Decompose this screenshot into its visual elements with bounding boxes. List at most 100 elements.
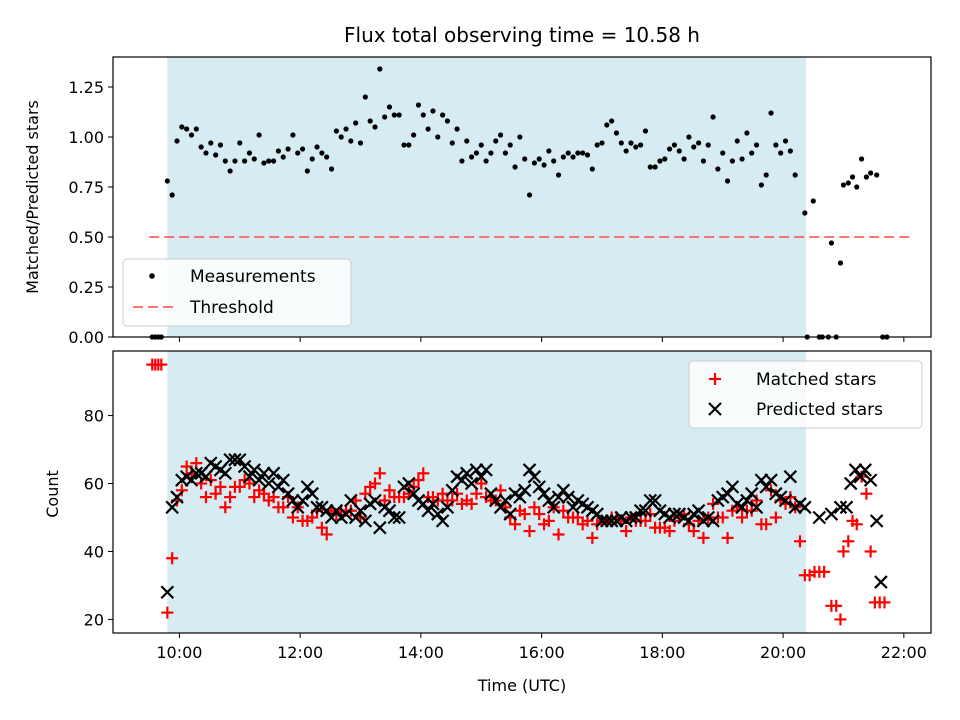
measurement-point xyxy=(551,158,557,164)
bottom-y-axis-label: Count xyxy=(43,470,62,518)
measurement-point xyxy=(868,170,874,176)
predicted-star-point xyxy=(358,514,373,528)
measurement-point xyxy=(691,144,697,150)
matched-star-point xyxy=(620,525,633,538)
measurement-point xyxy=(541,162,547,168)
matched-star-point xyxy=(155,358,168,371)
legend-threshold: Threshold xyxy=(189,298,274,318)
predicted-star-point xyxy=(542,493,556,508)
matched-legend-marker xyxy=(709,373,721,385)
measurement-point xyxy=(667,146,673,152)
measurement-point xyxy=(657,158,663,164)
measurement-point xyxy=(222,158,228,164)
measurement-point xyxy=(420,112,426,118)
measurement-point xyxy=(401,142,407,148)
measurement-point xyxy=(362,94,368,100)
predicted-star-point xyxy=(484,486,498,501)
bottom-x-tick-label: 14:00 xyxy=(398,643,444,662)
matched-star-point xyxy=(523,525,536,538)
matched-star-point xyxy=(769,511,782,524)
matched-star-point xyxy=(793,535,806,548)
predicted-star-point xyxy=(252,473,266,487)
predicted-star-point xyxy=(744,486,759,501)
measurement-point xyxy=(454,126,460,132)
measurement-point xyxy=(285,146,291,152)
measurement-point xyxy=(314,144,320,150)
predicted-star-point xyxy=(833,500,848,515)
measurement-point xyxy=(372,124,378,130)
measurement-point xyxy=(488,150,494,156)
matched-star-point xyxy=(760,518,773,531)
measurement-point xyxy=(324,154,330,160)
measurement-point xyxy=(275,148,282,154)
predicted-star-point xyxy=(305,486,319,501)
measurement-point xyxy=(565,150,571,156)
predicted-star-point xyxy=(798,500,812,515)
predicted-star-point xyxy=(435,514,450,528)
predicted-star-point xyxy=(624,510,638,525)
matched-star-point xyxy=(850,518,863,531)
predicted-star-point xyxy=(556,483,571,498)
measurement-point xyxy=(647,164,653,170)
top-y-tick-label: 0.00 xyxy=(68,328,104,347)
predicted-star-point xyxy=(348,510,363,525)
predicted-star-point xyxy=(735,500,749,515)
predicted-stars-points xyxy=(160,452,888,600)
measurement-point xyxy=(251,156,257,162)
measurement-point xyxy=(415,102,422,108)
measurement-point xyxy=(744,130,750,136)
measurement-point xyxy=(729,158,735,164)
predicted-star-point xyxy=(440,500,455,515)
predicted-star-point xyxy=(498,493,513,508)
measurement-point xyxy=(858,156,865,162)
measurement-point xyxy=(483,158,489,164)
matched-star-point xyxy=(219,501,232,514)
measurement-point xyxy=(449,140,455,146)
measurement-point xyxy=(473,150,480,156)
predicted-star-point xyxy=(812,510,827,525)
predicted-star-point xyxy=(839,500,854,515)
measurement-point xyxy=(184,126,190,132)
predicted-star-point xyxy=(479,463,493,477)
predicted-star-point xyxy=(421,503,435,518)
predicted-star-point xyxy=(691,503,706,518)
measurement-point xyxy=(333,128,339,134)
measurement-point xyxy=(792,172,798,178)
measurement-point xyxy=(213,152,219,158)
predicted-star-point xyxy=(759,480,773,494)
bottom-x-tick-label: 16:00 xyxy=(519,643,565,662)
measurement-point xyxy=(256,132,262,138)
measurement-point xyxy=(377,66,383,72)
measurement-point xyxy=(609,118,615,124)
measurement-point xyxy=(382,114,388,120)
predicted-star-point xyxy=(648,493,662,508)
top-x-axis-ticks xyxy=(178,337,905,342)
matched-star-point xyxy=(860,487,873,500)
predicted-star-point xyxy=(590,507,604,521)
top-axes-frame xyxy=(112,56,932,338)
top-chart-title: Flux total observing time = 10.58 h xyxy=(344,23,700,47)
predicted-star-point xyxy=(551,490,566,504)
measurement-point xyxy=(299,146,306,152)
measurement-point xyxy=(459,158,465,164)
bottom-x-axis-ticks: 10:00 12:00 14:00 16:00 18:00 20:00 22:00 xyxy=(156,633,927,662)
predicted-star-point xyxy=(764,473,778,487)
measurement-points xyxy=(149,66,890,340)
measurement-point xyxy=(599,140,605,146)
predicted-star-point xyxy=(392,510,406,525)
predicted-star-point xyxy=(300,480,315,494)
measurement-point xyxy=(348,138,354,144)
predicted-star-point xyxy=(261,476,276,491)
predicted-star-point xyxy=(295,493,310,508)
predicted-star-point xyxy=(382,503,397,518)
predicted-star-point xyxy=(237,459,252,474)
measurement-point xyxy=(343,126,349,132)
measurement-point xyxy=(280,154,286,160)
measurement-point xyxy=(367,118,373,124)
measurement-point xyxy=(295,150,301,156)
measurement-point xyxy=(584,152,591,158)
measurement-point xyxy=(468,154,475,160)
matched-star-point xyxy=(864,545,877,558)
predicted-star-point xyxy=(290,500,305,515)
predicted-star-point xyxy=(189,466,204,481)
